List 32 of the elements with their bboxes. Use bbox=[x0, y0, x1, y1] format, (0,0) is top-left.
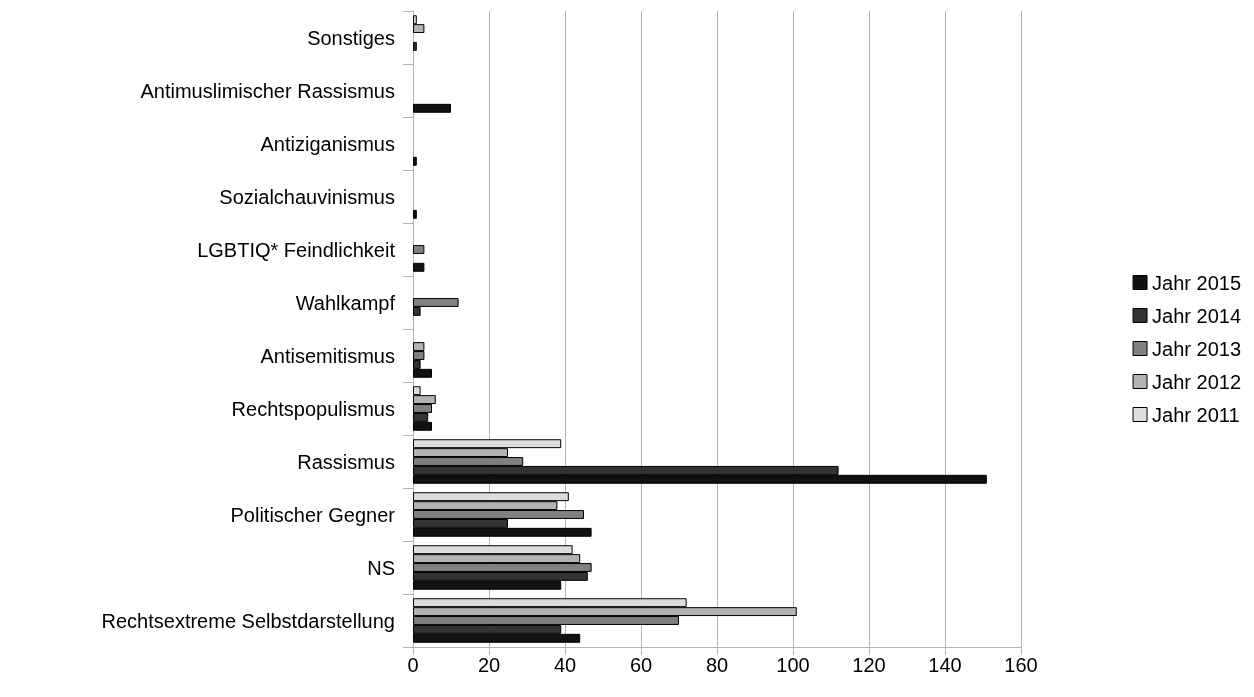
y-tick-label: Politischer Gegner bbox=[230, 503, 396, 526]
y-tick-label: Rassismus bbox=[297, 450, 395, 473]
legend-label: Jahr 2015 bbox=[1152, 271, 1242, 294]
x-tick-label: 120 bbox=[852, 654, 886, 676]
y-tick-label: Rechtspopulismus bbox=[231, 397, 395, 420]
legend-label: Jahr 2014 bbox=[1152, 304, 1242, 327]
x-tick-label: 160 bbox=[1004, 654, 1038, 676]
x-tick-label: 100 bbox=[776, 654, 810, 676]
x-tick-label: 0 bbox=[407, 654, 419, 676]
x-tick-label: 80 bbox=[705, 654, 729, 676]
x-tick-label: 20 bbox=[477, 654, 501, 676]
bar bbox=[413, 103, 451, 113]
y-tick-label: Wahlkampf bbox=[295, 291, 396, 314]
bar bbox=[413, 156, 417, 166]
y-tick-label: LGBTIQ* Feindlichkeit bbox=[197, 238, 396, 261]
x-tick-label: 140 bbox=[928, 654, 962, 676]
bar bbox=[413, 262, 425, 272]
y-tick-label: Antiziganismus bbox=[260, 132, 395, 155]
y-tick-label: Rechtsextreme Selbstdarstellung bbox=[101, 609, 395, 632]
bar bbox=[413, 41, 417, 51]
bar bbox=[413, 245, 425, 254]
y-tick-label: NS bbox=[367, 556, 395, 579]
y-tick-label: Sonstiges bbox=[307, 26, 395, 49]
y-tick-label: Sozialchauvinismus bbox=[219, 185, 395, 208]
x-tick-label: 40 bbox=[553, 654, 577, 676]
bar bbox=[413, 209, 417, 219]
x-tick-label: 60 bbox=[629, 654, 653, 676]
legend-label: Jahr 2011 bbox=[1152, 403, 1240, 426]
legend-label: Jahr 2013 bbox=[1152, 337, 1242, 360]
y-tick-label: Antimuslimischer Rassismus bbox=[140, 79, 395, 102]
legend-label: Jahr 2012 bbox=[1152, 370, 1242, 393]
y-tick-label: Antisemitismus bbox=[260, 344, 395, 367]
